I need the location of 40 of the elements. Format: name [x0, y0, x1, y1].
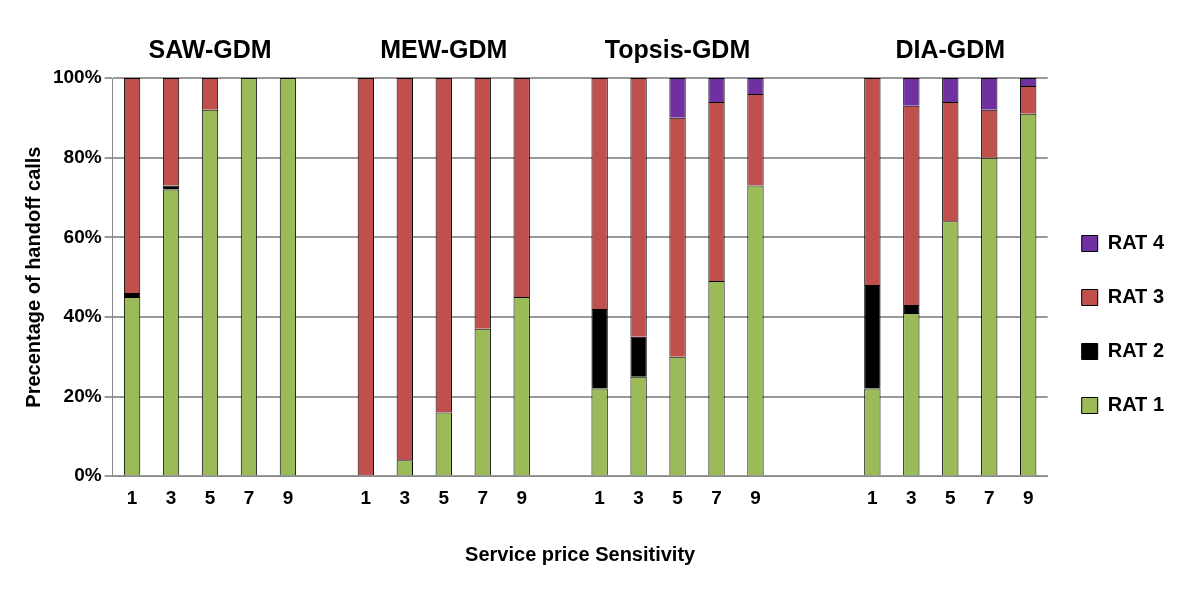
y-tick-label: 20% — [63, 384, 102, 406]
x-tick-label: 1 — [594, 486, 606, 508]
x-tick-label: 5 — [672, 486, 684, 508]
y-tick-label: 80% — [63, 145, 102, 167]
x-tick-label: 1 — [126, 486, 138, 508]
text: SAW-GDM — [148, 35, 272, 64]
text: MEW-GDM — [380, 35, 508, 64]
x-tick-label: 5 — [438, 486, 450, 508]
x-tick-label: 3 — [399, 486, 411, 508]
y-tick-label: 100% — [52, 66, 102, 88]
x-tick-label: 7 — [477, 486, 489, 508]
bar — [903, 304, 920, 313]
y-tick-label: 0% — [74, 464, 102, 486]
text: Topsis-GDM — [604, 35, 751, 64]
x-tick-label: 3 — [906, 486, 917, 508]
x-tick-label: 9 — [282, 486, 294, 508]
x-tick-label: 5 — [204, 486, 216, 508]
x-tick-label: 3 — [165, 486, 177, 508]
x-axis-title: Service price Sensitivity — [465, 542, 697, 565]
y-tick-label: 40% — [63, 305, 102, 327]
bar — [630, 336, 647, 377]
legend-label: RAT 3 — [1107, 285, 1165, 308]
legend-label: RAT 2 — [1107, 339, 1165, 362]
x-tick-label: 7 — [243, 486, 255, 508]
x-tick-label: 9 — [1022, 486, 1034, 508]
y-tick-label: 60% — [63, 225, 102, 247]
legend-label: RAT 1 — [1107, 393, 1165, 416]
bar — [864, 285, 881, 389]
bar — [591, 308, 608, 389]
y-axis-title: Precentage of handoff calls — [21, 146, 44, 408]
x-tick-label: 9 — [516, 486, 527, 508]
x-tick-label: 7 — [711, 486, 722, 508]
x-tick-label: 7 — [983, 486, 995, 508]
x-tick-label: 9 — [750, 486, 761, 508]
x-tick-label: 1 — [867, 486, 879, 508]
text: DIA-GDM — [895, 35, 1006, 64]
legend-label: RAT 4 — [1107, 231, 1165, 254]
x-tick-label: 5 — [945, 486, 957, 508]
x-tick-label: 1 — [360, 486, 372, 508]
x-tick-label: 3 — [633, 486, 644, 508]
